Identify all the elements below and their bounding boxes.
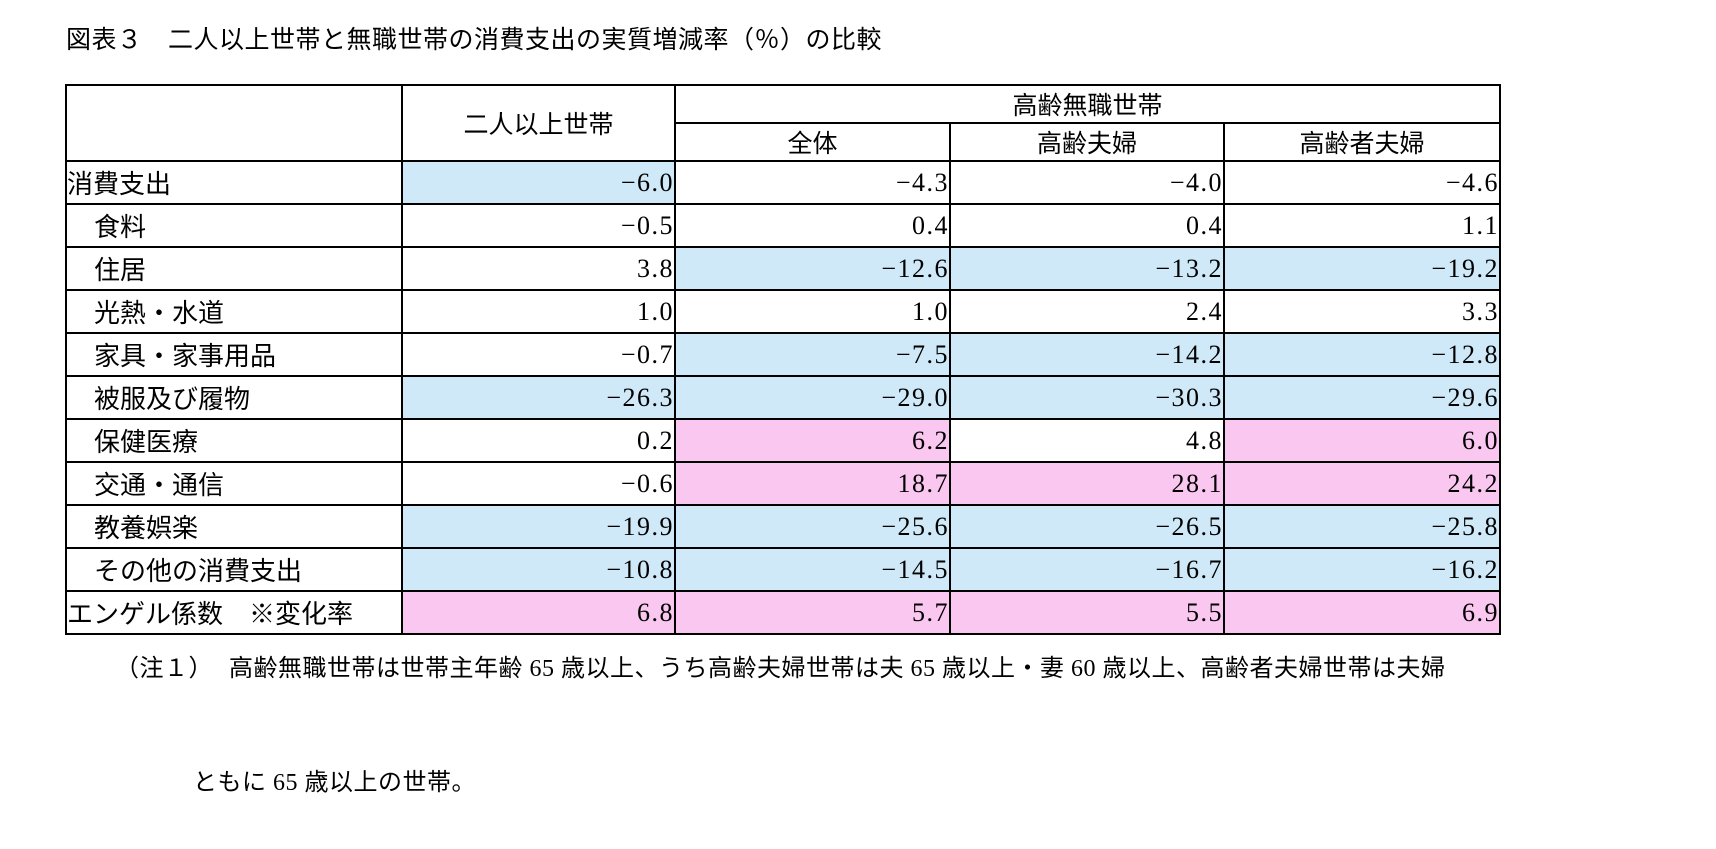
header-elderly-couple: 高齢夫婦 (949, 122, 1225, 162)
value-cell: −4.0 (949, 160, 1225, 205)
value-cell: −29.6 (1223, 375, 1501, 420)
header-aged-couple: 高齢者夫婦 (1223, 122, 1501, 162)
table-row: 保健医療 0.2 6.2 4.8 6.0 (65, 418, 1501, 463)
corner-cell (65, 84, 403, 162)
table-row: 交通・通信 −0.6 18.7 28.1 24.2 (65, 461, 1501, 506)
value-cell: 24.2 (1223, 461, 1501, 506)
value-cell: −13.2 (949, 246, 1225, 291)
value-cell: −14.2 (949, 332, 1225, 377)
value-cell: −16.7 (949, 547, 1225, 592)
row-label: 交通・通信 (65, 461, 403, 506)
value-cell: −26.5 (949, 504, 1225, 549)
value-cell: 28.1 (949, 461, 1225, 506)
value-cell: 3.3 (1223, 289, 1501, 334)
value-cell: 1.0 (674, 289, 951, 334)
value-cell: −0.6 (401, 461, 676, 506)
value-cell: −26.3 (401, 375, 676, 420)
value-cell: −0.5 (401, 203, 676, 248)
table-row: 教養娯楽 −19.9 −25.6 −26.5 −25.8 (65, 504, 1501, 549)
table-body: 消費支出 −6.0 −4.3 −4.0 −4.6 食料 −0.5 0.4 0.4 1.1 住居 3.8… (65, 160, 1501, 635)
note-1-prefix: （注１） (115, 656, 213, 682)
table-row: 住居 3.8 −12.6 −13.2 −19.2 (65, 246, 1501, 291)
value-cell: 6.8 (401, 590, 676, 635)
value-cell: −4.6 (1223, 160, 1501, 205)
row-label: 被服及び履物 (65, 375, 403, 420)
value-cell: 6.2 (674, 418, 951, 463)
value-cell: 3.8 (401, 246, 676, 291)
note-1-line-1: （注１） 高齢無職世帯は世帯主年齢 65 歳以上、うち高齢夫婦世帯は夫 65 歳以… (76, 612, 1446, 726)
row-label: その他の消費支出 (65, 547, 403, 592)
value-cell: −10.8 (401, 547, 676, 592)
header-row-1: 二人以上世帯 高齢無職世帯 (65, 84, 1501, 162)
value-cell: 1.1 (1223, 203, 1501, 248)
value-cell: 1.0 (401, 289, 676, 334)
value-cell: −19.2 (1223, 246, 1501, 291)
value-cell: −25.6 (674, 504, 951, 549)
row-label: エンゲル係数 ※変化率 (65, 590, 403, 635)
notes-section: （注１） 高齢無職世帯は世帯主年齢 65 歳以上、うち高齢夫婦世帯は夫 65 歳以… (76, 612, 1446, 849)
value-cell: 5.5 (949, 590, 1225, 635)
value-cell: −30.3 (949, 375, 1225, 420)
table-row: エンゲル係数 ※変化率 6.8 5.7 5.5 6.9 (65, 590, 1501, 635)
value-cell: −7.5 (674, 332, 951, 377)
note-1-line-2: ともに 65 歳以上の世帯。 (76, 726, 1446, 840)
value-cell: 0.2 (401, 418, 676, 463)
header-two-or-more-households: 二人以上世帯 (401, 84, 676, 162)
row-label: 保健医療 (65, 418, 403, 463)
value-cell: 4.8 (949, 418, 1225, 463)
value-cell: 2.4 (949, 289, 1225, 334)
value-cell: 6.0 (1223, 418, 1501, 463)
row-label: 住居 (65, 246, 403, 291)
note-1-continuation: ともに 65 歳以上の世帯。 (193, 770, 476, 796)
figure-title: 図表３ 二人以上世帯と無職世帯の消費支出の実質増減率（％）の比較 (66, 27, 883, 54)
row-label: 教養娯楽 (65, 504, 403, 549)
value-cell: 5.7 (674, 590, 951, 635)
value-cell: 0.4 (674, 203, 951, 248)
row-label: 消費支出 (65, 160, 403, 205)
value-cell: −14.5 (674, 547, 951, 592)
row-label: 食料 (65, 203, 403, 248)
table-row: 消費支出 −6.0 −4.3 −4.0 −4.6 (65, 160, 1501, 205)
value-cell: 18.7 (674, 461, 951, 506)
row-label: 光熱・水道 (65, 289, 403, 334)
header-elderly-jobless-households: 高齢無職世帯 (674, 84, 1501, 124)
header-row-2: 全体 高齢夫婦 高齢者夫婦 (66, 122, 1501, 162)
table-row: 食料 −0.5 0.4 0.4 1.1 (65, 203, 1501, 248)
value-cell: −12.8 (1223, 332, 1501, 377)
value-cell: −25.8 (1223, 504, 1501, 549)
value-cell: −16.2 (1223, 547, 1501, 592)
value-cell: −0.7 (401, 332, 676, 377)
note-1-text: 高齢無職世帯は世帯主年齢 65 歳以上、うち高齢夫婦世帯は夫 65 歳以上・妻 … (229, 656, 1446, 682)
value-cell: −12.6 (674, 246, 951, 291)
row-label: 家具・家事用品 (65, 332, 403, 377)
table-row: その他の消費支出 −10.8 −14.5 −16.7 −16.2 (65, 547, 1501, 592)
comparison-table: 二人以上世帯 高齢無職世帯 全体 高齢夫婦 高齢者夫婦 消費支出 −6.0 −4.3… (65, 84, 1501, 635)
note-2-line: （注２）±５％に網掛け (76, 840, 1446, 849)
value-cell: 0.4 (949, 203, 1225, 248)
value-cell: −29.0 (674, 375, 951, 420)
table-row: 家具・家事用品 −0.7 −7.5 −14.2 −12.8 (65, 332, 1501, 377)
value-cell: 6.9 (1223, 590, 1501, 635)
table-header: 二人以上世帯 高齢無職世帯 全体 高齢夫婦 高齢者夫婦 (65, 84, 1501, 162)
table-row: 光熱・水道 1.0 1.0 2.4 3.3 (65, 289, 1501, 334)
table-row: 被服及び履物 −26.3 −29.0 −30.3 −29.6 (65, 375, 1501, 420)
value-cell: −4.3 (674, 160, 951, 205)
value-cell: −6.0 (401, 160, 676, 205)
header-total: 全体 (674, 122, 951, 162)
value-cell: −19.9 (401, 504, 676, 549)
